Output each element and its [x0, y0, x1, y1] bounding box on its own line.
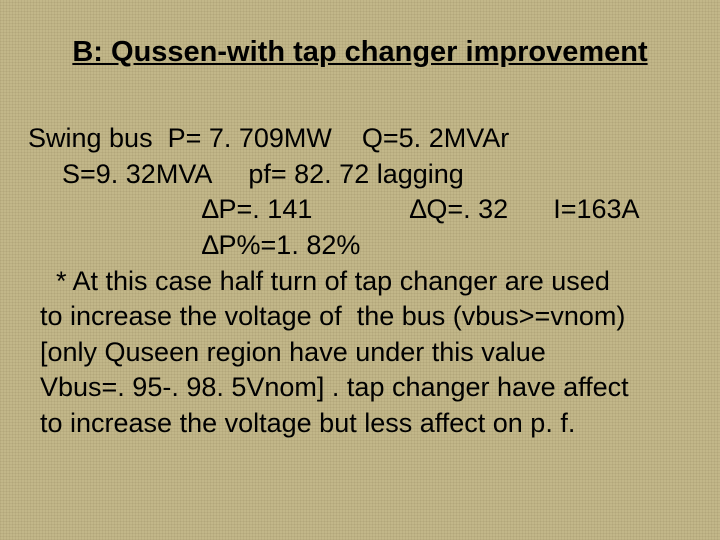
line-s-pf: S=9. 32MVA pf= 82. 72 lagging: [28, 157, 692, 193]
line-delta-p-q-i: ∆P=. 141 ∆Q=. 32 I=163A: [28, 192, 692, 228]
line-note-4: Vbus=. 95-. 98. 5Vnom] . tap changer hav…: [28, 370, 692, 406]
line-note-3: [only Quseen region have under this valu…: [28, 335, 692, 371]
title-container: B: Qussen-with tap changer improvement: [28, 36, 692, 69]
line-note-1: * At this case half turn of tap changer …: [28, 264, 692, 300]
line-note-2: to increase the voltage of the bus (vbus…: [28, 299, 692, 335]
slide-body: Swing bus P= 7. 709MW Q=5. 2MVAr S=9. 32…: [28, 121, 692, 442]
slide: B: Qussen-with tap changer improvement S…: [0, 0, 720, 442]
line-swing-bus: Swing bus P= 7. 709MW Q=5. 2MVAr: [28, 121, 692, 157]
slide-title: B: Qussen-with tap changer improvement: [72, 36, 647, 69]
line-note-5: to increase the voltage but less affect …: [28, 406, 692, 442]
line-delta-p-percent: ∆P%=1. 82%: [28, 228, 692, 264]
